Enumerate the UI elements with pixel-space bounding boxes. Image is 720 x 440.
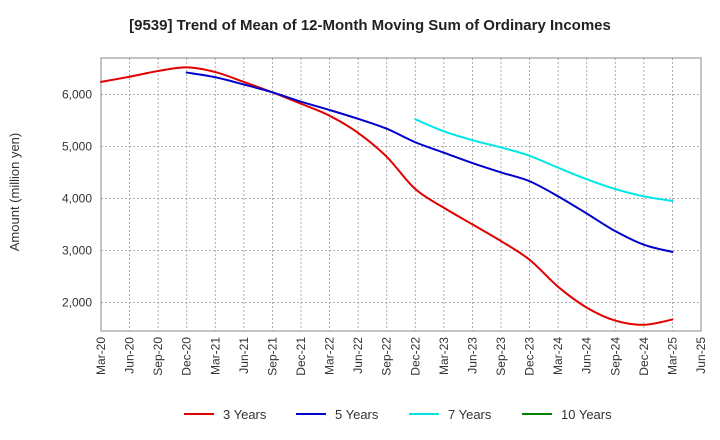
gridlines <box>101 58 701 331</box>
x-tick-label: Sep-21 <box>265 337 279 376</box>
x-axis: Mar-20 Jun-20 Sep-20 Dec-20 Mar-21 Jun-21 Sep-… <box>94 337 708 376</box>
chart-title: [9539] Trend of Mean of 12-Month Moving … <box>129 17 611 34</box>
x-tick-label: Dec-21 <box>294 337 308 376</box>
x-tick-label: Sep-20 <box>151 337 165 376</box>
x-tick-label: Dec-20 <box>180 337 194 376</box>
y-tick-label: 5,000 <box>62 139 92 153</box>
x-tick-label: Jun-20 <box>123 337 137 374</box>
x-tick-label: Sep-22 <box>380 337 394 376</box>
x-tick-label: Mar-20 <box>94 337 108 375</box>
legend-label-3-years: 3 Years <box>223 407 267 422</box>
y-axis-label: Amount (million yen) <box>7 133 22 252</box>
x-tick-label: Jun-25 <box>694 337 708 374</box>
y-tick-label: 4,000 <box>62 191 92 205</box>
x-tick-label: Dec-22 <box>408 337 422 376</box>
y-tick-label: 3,000 <box>62 243 92 257</box>
x-tick-label: Jun-23 <box>465 337 479 374</box>
x-tick-label: Mar-23 <box>437 337 451 375</box>
y-tick-label: 2,000 <box>62 295 92 309</box>
series-lines <box>100 66 674 326</box>
x-tick-label: Sep-24 <box>608 337 622 376</box>
x-tick-label: Dec-24 <box>637 337 651 376</box>
y-axis: 2,000 3,000 4,000 5,000 6,000 <box>62 87 92 309</box>
y-tick-label: 6,000 <box>62 87 92 101</box>
x-tick-label: Sep-23 <box>494 337 508 376</box>
x-tick-label: Mar-21 <box>208 337 222 375</box>
series-line-5-years <box>185 71 674 253</box>
series-line-7-years <box>414 118 674 202</box>
plot-area <box>100 57 702 332</box>
x-tick-label: Jun-24 <box>580 337 594 374</box>
legend-label-10-years: 10 Years <box>561 407 612 422</box>
x-tick-label: Mar-22 <box>323 337 337 375</box>
legend-label-7-years: 7 Years <box>448 407 492 422</box>
x-tick-label: Jun-21 <box>237 337 251 374</box>
x-tick-label: Jun-22 <box>351 337 365 374</box>
series-line-3-years <box>100 66 674 326</box>
legend: 3 Years 5 Years 7 Years 10 Years <box>184 407 612 422</box>
legend-label-5-years: 5 Years <box>335 407 379 422</box>
x-tick-label: Dec-23 <box>523 337 537 376</box>
x-tick-label: Mar-24 <box>551 337 565 375</box>
x-tick-label: Mar-25 <box>665 337 679 375</box>
